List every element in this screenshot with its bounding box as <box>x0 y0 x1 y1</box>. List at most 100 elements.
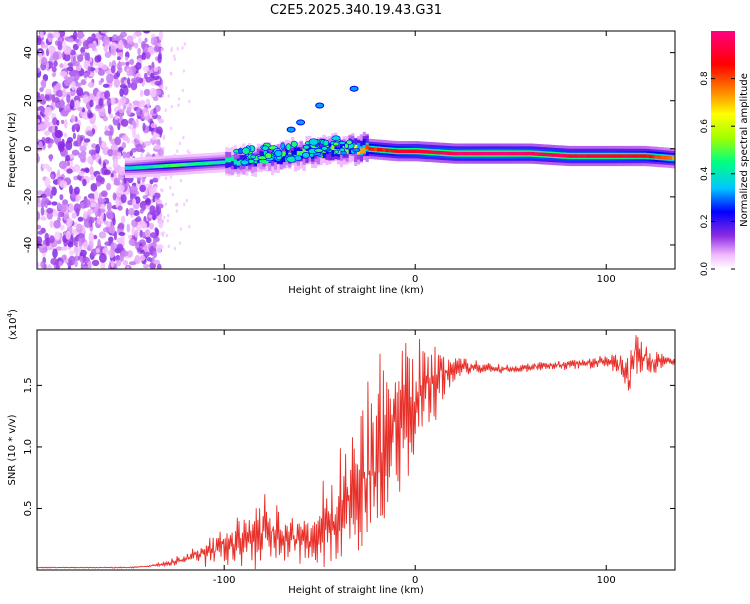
noise-speckle <box>141 231 146 239</box>
ridge-cell <box>136 165 140 170</box>
y-tick-label: 0 <box>23 146 34 152</box>
noise-speckle <box>151 209 160 217</box>
noise-speckle <box>143 31 151 34</box>
noise-speckle <box>106 97 111 106</box>
ridge-cell <box>454 151 458 156</box>
noise-speckle <box>56 89 64 98</box>
noise-speckle <box>102 227 110 233</box>
ridge-cell <box>262 158 266 164</box>
noise-speckle <box>135 143 143 153</box>
noise-speckle <box>181 46 184 50</box>
ridge-cell <box>293 148 298 157</box>
noise-speckle <box>126 35 134 44</box>
snr-multiplier-base: (x10 <box>8 317 19 340</box>
noise-speckle <box>89 166 94 176</box>
ridge-cell <box>182 162 186 167</box>
noise-speckle <box>122 260 129 266</box>
noise-speckle <box>39 87 44 92</box>
noise-speckle <box>113 72 119 80</box>
noise-speckle <box>154 80 162 86</box>
noise-speckle <box>121 142 127 149</box>
noise-speckle <box>108 236 114 243</box>
noise-speckle <box>82 199 91 208</box>
noise-speckle <box>145 197 151 206</box>
noise-speckle <box>72 43 79 51</box>
ridge-cell <box>210 161 214 165</box>
ridge-cell <box>500 151 504 156</box>
ridge-blob <box>247 159 255 164</box>
ridge-blob <box>322 139 329 147</box>
noise-speckle <box>98 231 107 239</box>
y-tick-label: 1.5 <box>23 377 34 393</box>
noise-speckle <box>144 72 148 80</box>
noise-speckle <box>37 262 40 268</box>
noise-speckle <box>88 232 95 243</box>
noise-speckle <box>143 263 150 269</box>
noise-speckle <box>88 240 94 250</box>
ridge-blob <box>331 135 341 141</box>
noise-speckle <box>109 225 116 234</box>
noise-speckle <box>73 164 81 173</box>
ridge-cell <box>491 151 495 156</box>
y-tick-label: 20 <box>23 94 34 107</box>
ridge-cell <box>156 164 160 169</box>
noise-speckle <box>150 72 155 79</box>
noise-speckle <box>71 149 80 156</box>
noise-speckle <box>77 106 83 111</box>
noise-speckle <box>39 31 44 39</box>
noise-speckle <box>51 201 58 206</box>
noise-speckle <box>112 158 119 167</box>
noise-speckle <box>76 89 83 95</box>
noise-speckle <box>45 237 51 247</box>
noise-speckle <box>112 217 116 226</box>
noise-speckle <box>152 177 159 183</box>
noise-speckle <box>128 234 133 239</box>
noise-speckle <box>90 175 95 181</box>
noise-speckle <box>59 71 68 77</box>
ridge-cell <box>505 151 510 156</box>
noise-speckle <box>97 238 101 249</box>
noise-speckle <box>93 96 98 102</box>
noise-speckle <box>104 130 112 136</box>
ridge-cell <box>167 163 171 168</box>
noise-speckle <box>177 97 181 101</box>
noise-speckle <box>173 246 177 251</box>
noise-speckle <box>37 118 40 124</box>
noise-speckle <box>79 154 87 163</box>
noise-speckle <box>41 79 47 89</box>
ridge-blob <box>308 138 319 146</box>
noise-speckle <box>127 250 133 258</box>
noise-speckle <box>37 236 43 245</box>
ridge-cell <box>242 155 246 164</box>
noise-speckle <box>139 220 146 226</box>
noise-speckle <box>69 250 75 256</box>
colorbar-axis: 0.0 0.2 0.4 0.6 0.8 <box>700 71 735 276</box>
noise-speckle <box>129 150 133 157</box>
noise-speckle <box>52 210 59 217</box>
noise-speckle <box>132 198 137 206</box>
snr-frame <box>36 329 676 571</box>
noise-speckle <box>100 78 104 83</box>
noise-speckle <box>59 194 64 201</box>
noise-speckle <box>75 196 80 203</box>
ridge-cell <box>213 161 217 165</box>
noise-speckle <box>73 71 80 81</box>
ridge-cell <box>259 157 263 163</box>
noise-speckle <box>110 65 116 74</box>
noise-speckle <box>154 227 158 233</box>
noise-speckle <box>91 43 97 52</box>
noise-speckle <box>64 78 72 87</box>
noise-speckle <box>163 215 166 220</box>
noise-speckle <box>84 51 88 61</box>
ridge-cell <box>411 149 415 153</box>
noise-speckle <box>110 45 117 56</box>
noise-speckle <box>152 259 161 265</box>
noise-speckle <box>62 88 67 98</box>
noise-speckle <box>169 175 173 179</box>
ridge-cell <box>322 149 326 158</box>
noise-speckle <box>138 37 142 44</box>
svg-text:(x104): (x104) <box>6 309 19 340</box>
ridge-cell <box>546 152 550 157</box>
noise-speckle <box>169 185 172 190</box>
noise-speckle <box>86 130 93 137</box>
